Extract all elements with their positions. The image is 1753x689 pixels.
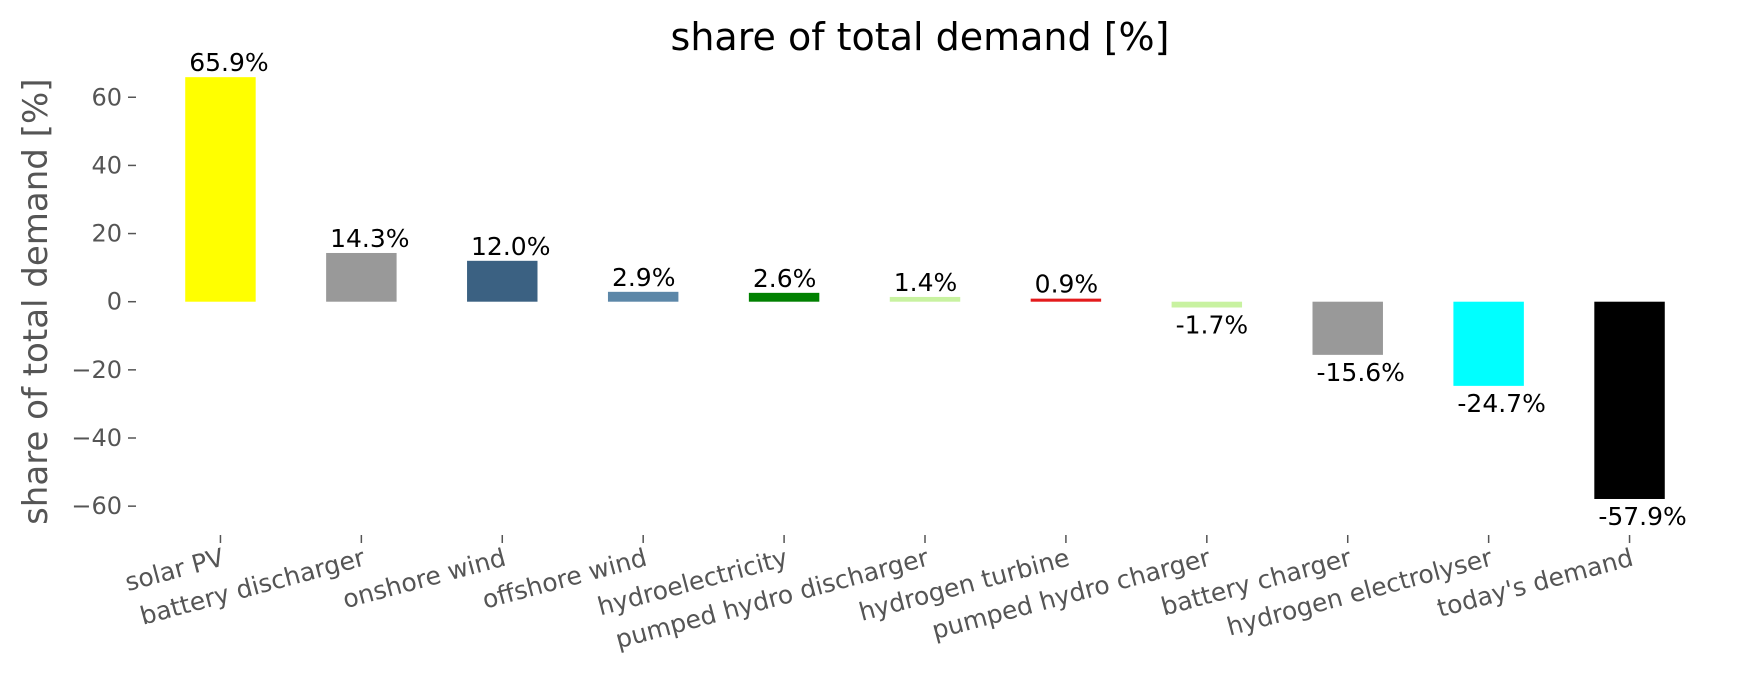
value-label: 0.9% (1035, 270, 1099, 299)
y-axis: 60 40 20 0 −20 −40 −60 (71, 83, 136, 520)
value-label: -15.6% (1317, 358, 1405, 387)
bar-onshore-wind (467, 260, 538, 302)
bar-pumped-hydro-charger (1171, 301, 1243, 308)
value-label: -57.9% (1598, 502, 1686, 531)
value-label: 12.0% (471, 232, 550, 261)
bar-battery-charger (1312, 301, 1383, 355)
value-label: 2.9% (612, 263, 676, 292)
value-labels-group: 65.9% 14.3% 12.0% 2.9% 2.6% 1.4% 0.9% -1.7% -15.… (189, 48, 1687, 531)
y-tick-label: 20 (91, 220, 122, 248)
bar-hydroelectricity (748, 292, 820, 302)
value-label: 14.3% (330, 224, 409, 253)
bar-hydrogen-electrolyser (1453, 301, 1524, 386)
chart-title: share of total demand [%] (671, 15, 1170, 59)
y-tick-label: 40 (91, 151, 122, 179)
y-tick-label: 60 (91, 83, 122, 111)
bar-solar-pv (185, 77, 256, 302)
bars-group (185, 77, 1665, 499)
bar-offshore-wind (607, 291, 679, 302)
value-label: 1.4% (894, 268, 958, 297)
y-tick-label: 0 (107, 288, 122, 316)
bar-battery-discharger (326, 252, 397, 302)
y-tick-label: −60 (71, 492, 122, 520)
bar-today-s-demand (1594, 301, 1665, 499)
value-label: 65.9% (189, 48, 268, 77)
bar-hydrogen-turbine (1030, 298, 1102, 302)
value-label: -1.7% (1176, 310, 1249, 339)
value-label: -24.7% (1457, 389, 1545, 418)
y-axis-label: share of total demand [%] (16, 78, 56, 524)
y-tick-label: −20 (71, 356, 122, 384)
y-tick-label: −40 (71, 424, 122, 452)
value-label: 2.6% (753, 264, 817, 293)
bar-pumped-hydro-discharger (889, 296, 961, 302)
